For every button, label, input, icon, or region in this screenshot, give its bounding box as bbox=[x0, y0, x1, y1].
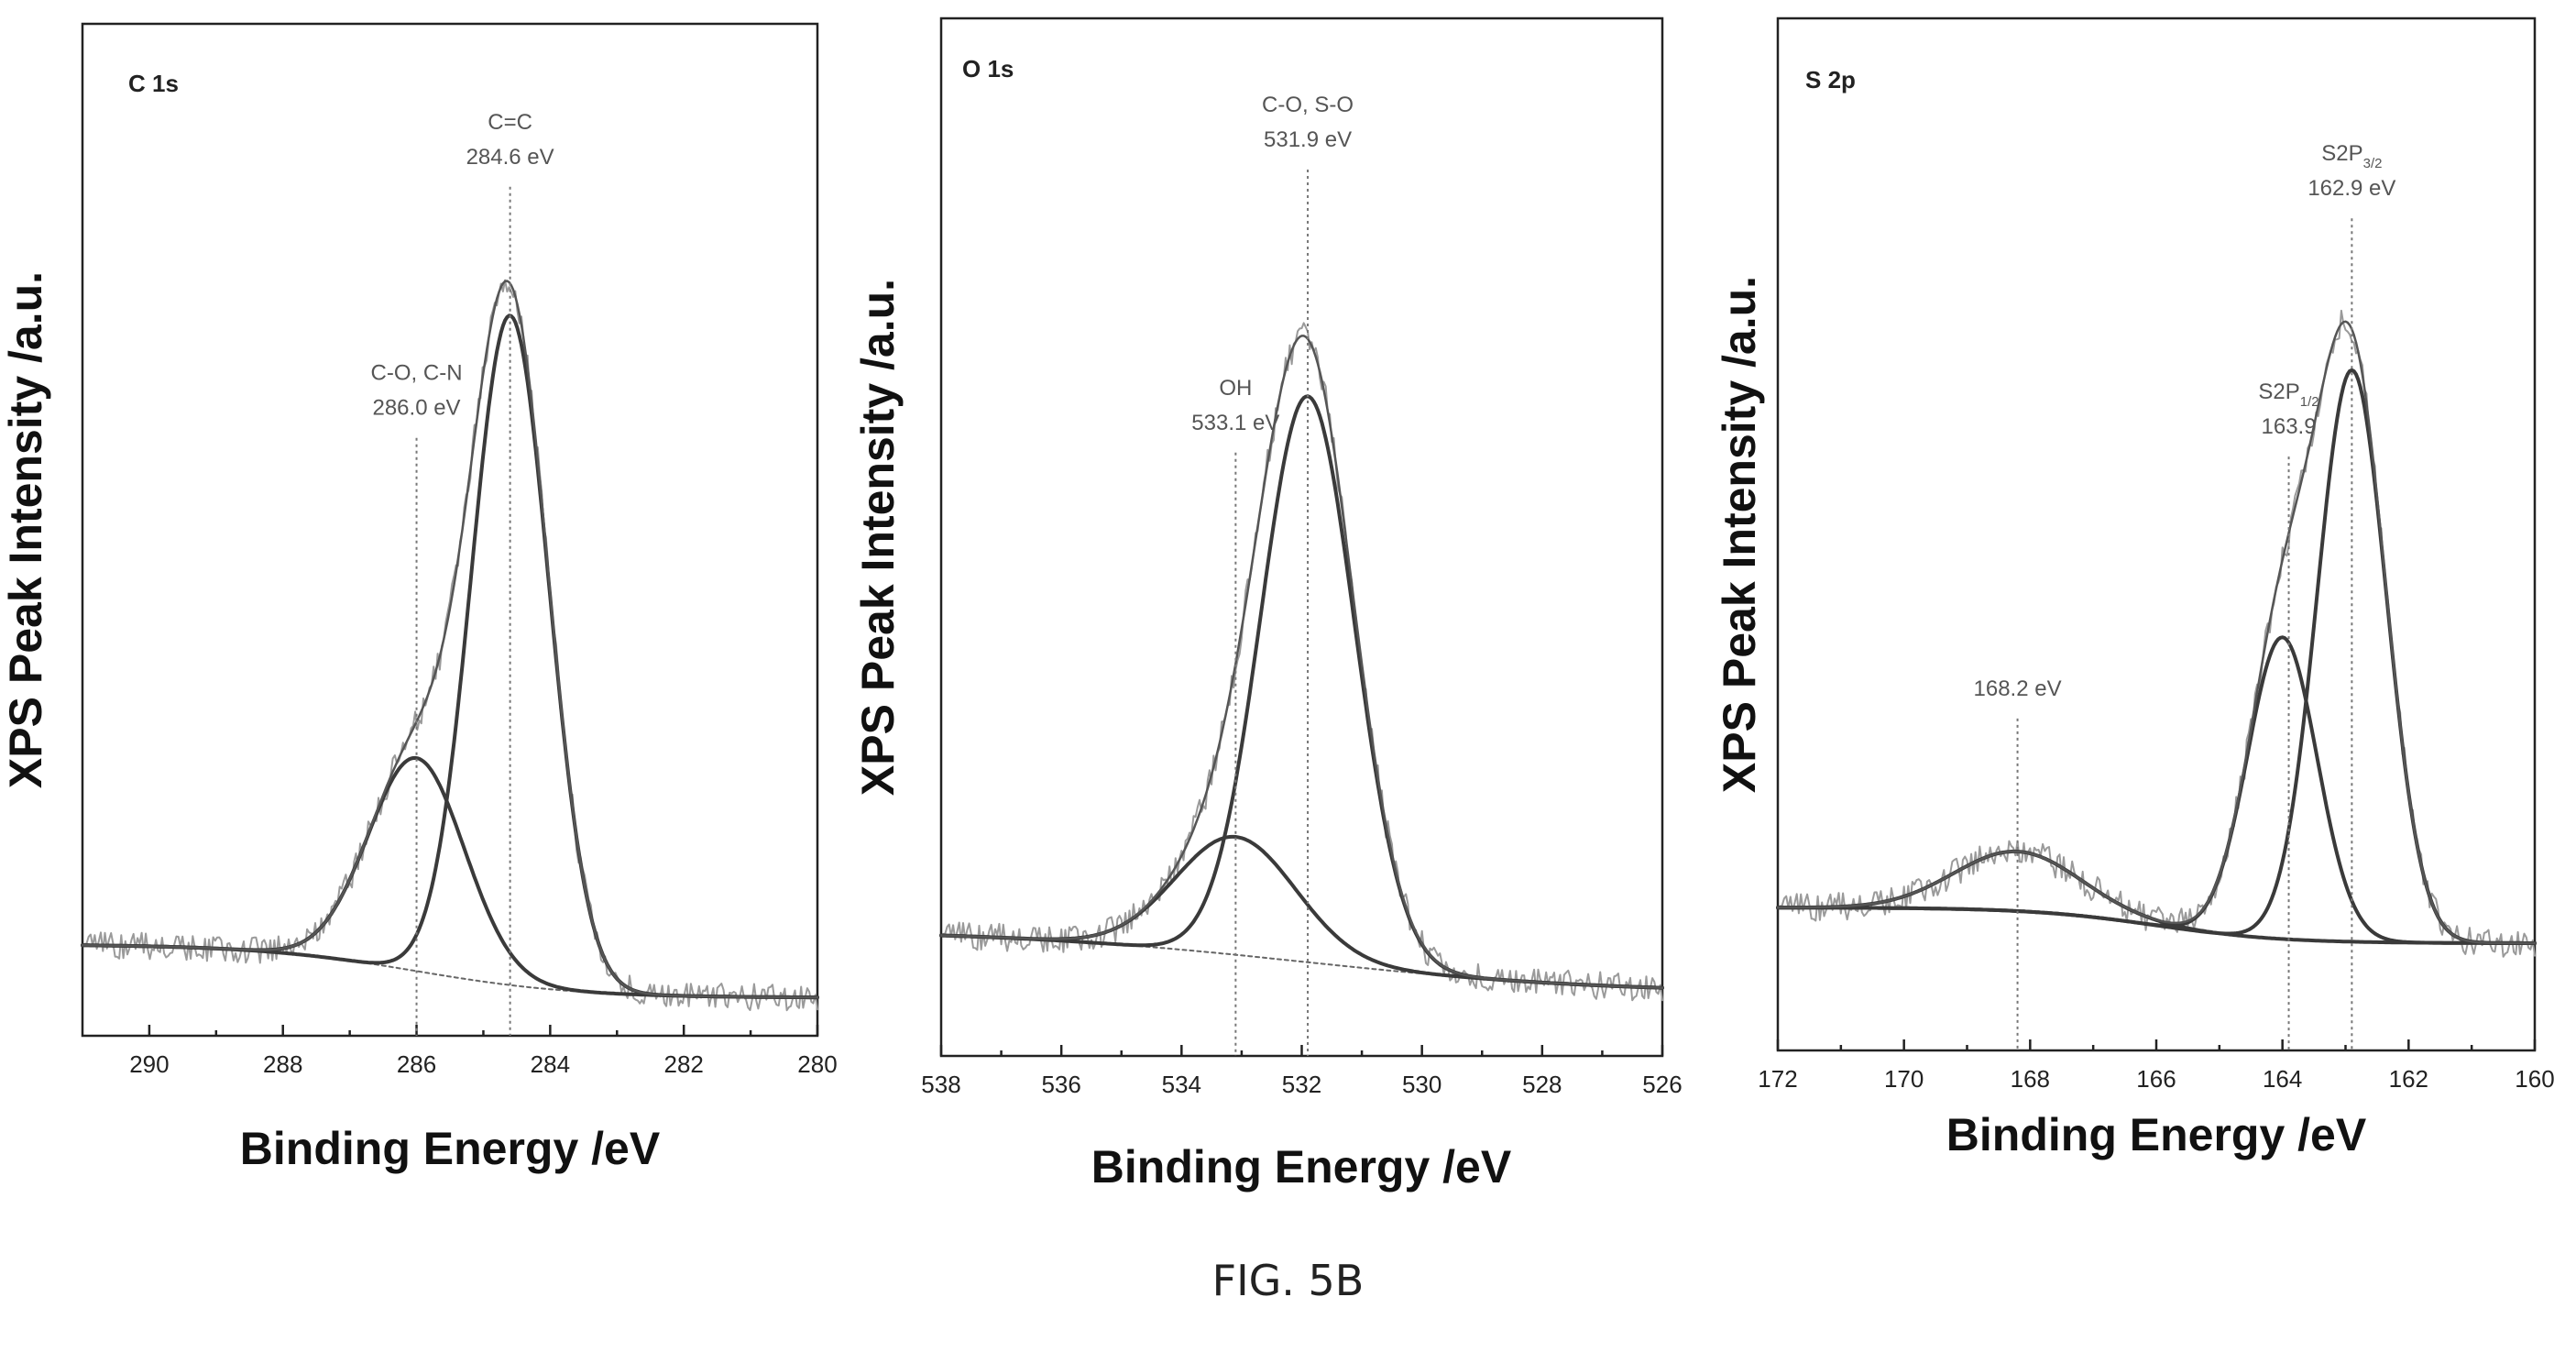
fit-envelope-line bbox=[81, 280, 819, 999]
x-tick-label: 290 bbox=[129, 1050, 169, 1078]
fit-envelope-line bbox=[939, 335, 1664, 989]
raw-spectrum-line bbox=[82, 279, 818, 1012]
peak-annotation: 168.2 eV bbox=[1974, 676, 2062, 701]
fitted-component-2 bbox=[939, 834, 1664, 990]
x-axis-label: Binding Energy /eV bbox=[1091, 1141, 1512, 1193]
x-tick-label: 282 bbox=[663, 1050, 703, 1078]
x-tick-label: 284 bbox=[531, 1050, 570, 1078]
peak-annotation: C-O, C-N bbox=[371, 361, 463, 386]
peak-annotation: 163.9 bbox=[2262, 414, 2317, 439]
x-tick-label: 530 bbox=[1402, 1071, 1441, 1098]
peak-annotation: C-O, S-O bbox=[1262, 93, 1354, 117]
x-tick-label: 538 bbox=[921, 1071, 960, 1098]
fitted-component-2 bbox=[81, 755, 819, 1000]
peak-annotation: C=C bbox=[488, 110, 532, 135]
peak-annotation: S2P1/2 bbox=[2258, 379, 2318, 410]
panel-title: C 1s bbox=[128, 70, 179, 97]
x-tick-label: 172 bbox=[1758, 1065, 1797, 1093]
x-axis-label: Binding Energy /eV bbox=[240, 1123, 661, 1174]
xps-panel-2: 538 536 534 532 530 528 526 O 1s Binding Energy … bbox=[852, 16, 1683, 1193]
plot-frame bbox=[81, 22, 819, 1038]
peak-annotation: 533.1 eV bbox=[1191, 411, 1279, 435]
peak-annotation: S2P3/2 bbox=[2321, 141, 2382, 171]
x-tick-label: 288 bbox=[263, 1050, 302, 1078]
fit-envelope-line bbox=[1776, 320, 2537, 945]
x-tick-label: 534 bbox=[1162, 1071, 1201, 1098]
peak-annotation: 531.9 eV bbox=[1264, 127, 1352, 152]
x-tick-label: 168 bbox=[2011, 1065, 2050, 1093]
x-tick-label: 170 bbox=[1884, 1065, 1924, 1093]
x-tick-label: 166 bbox=[2136, 1065, 2176, 1093]
panel-title: O 1s bbox=[962, 55, 1014, 82]
x-axis-label: Binding Energy /eV bbox=[1946, 1109, 2367, 1160]
x-tick-label: 162 bbox=[2389, 1065, 2428, 1093]
x-tick-label: 526 bbox=[1642, 1071, 1682, 1098]
xps-panel-1: 290 288 286 284 282 280 C 1s Binding Energy /eV… bbox=[0, 22, 838, 1174]
panel-title: S 2p bbox=[1805, 66, 1856, 93]
peak-annotation: 284.6 eV bbox=[466, 145, 554, 170]
figure-caption: FIG. 5B bbox=[1211, 1256, 1365, 1305]
y-axis-label: XPS Peak Intensity /a.u. bbox=[852, 279, 904, 796]
peak-annotation: 286.0 eV bbox=[372, 396, 460, 421]
peak-annotation: OH bbox=[1219, 376, 1252, 401]
x-tick-label: 532 bbox=[1282, 1071, 1321, 1098]
x-tick-label: 528 bbox=[1522, 1071, 1562, 1098]
x-tick-label: 164 bbox=[2263, 1065, 2302, 1093]
x-tick-label: 160 bbox=[2515, 1065, 2554, 1093]
xps-panel-3: 172 170 168 166 164 162 160 S 2p Binding Energy … bbox=[1714, 16, 2555, 1160]
peak-annotation: 162.9 eV bbox=[2307, 176, 2395, 201]
x-tick-label: 286 bbox=[397, 1050, 436, 1078]
fitted-component-1 bbox=[1776, 368, 2537, 945]
x-tick-label: 536 bbox=[1041, 1071, 1080, 1098]
y-axis-label: XPS Peak Intensity /a.u. bbox=[1714, 276, 1765, 793]
y-axis-label: XPS Peak Intensity /a.u. bbox=[0, 271, 51, 788]
x-tick-label: 280 bbox=[797, 1050, 837, 1078]
plot-frame bbox=[939, 16, 1664, 1058]
